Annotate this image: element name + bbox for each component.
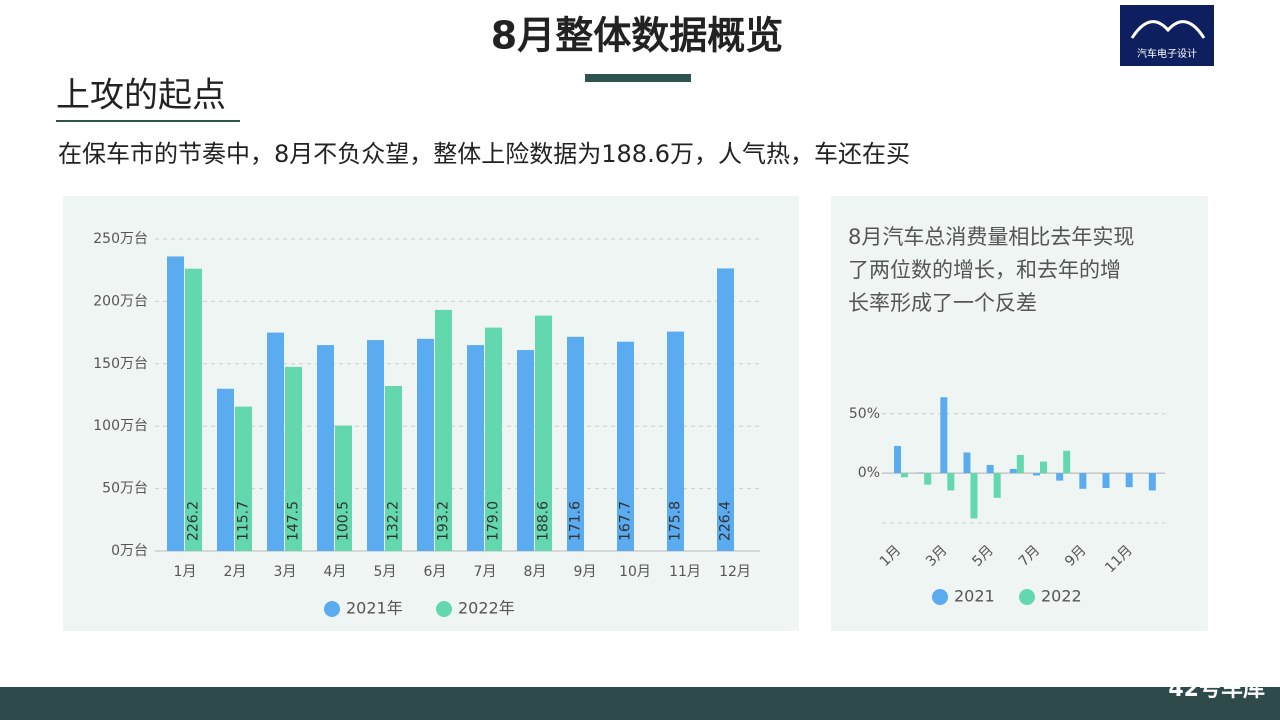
y-tick-label: 200万台 bbox=[93, 293, 148, 309]
y-tick-label: 0万台 bbox=[111, 543, 148, 559]
bar bbox=[435, 309, 452, 551]
bar bbox=[940, 397, 948, 474]
footer-bar bbox=[0, 687, 1280, 720]
bar bbox=[1033, 473, 1040, 476]
bar bbox=[917, 472, 925, 474]
bar bbox=[517, 350, 534, 551]
value-label: 132.2 bbox=[386, 501, 402, 541]
x-tick-label: 12月 bbox=[719, 564, 751, 580]
bar bbox=[1056, 473, 1064, 481]
x-tick-label: 3月 bbox=[274, 564, 297, 580]
bar bbox=[667, 331, 684, 551]
bar bbox=[217, 388, 234, 551]
bar bbox=[1079, 473, 1087, 489]
x-tick-label: 10月 bbox=[619, 564, 651, 580]
bar bbox=[717, 268, 734, 551]
intro-text: 在保车市的节奏中，8月不负众望，整体上险数据为188.6万，人气热，车还在买 bbox=[58, 140, 910, 168]
bar bbox=[317, 345, 334, 551]
slide-title: 8月整体数据概览 bbox=[491, 14, 783, 58]
bar bbox=[535, 315, 552, 551]
bar bbox=[963, 452, 971, 474]
annotation-line: 8月汽车总消费量相比去年实现 bbox=[848, 225, 1134, 249]
bar bbox=[924, 473, 932, 485]
value-label: 193.2 bbox=[436, 501, 452, 541]
legend-label: 2022 bbox=[1041, 587, 1082, 606]
y-tick-label: 150万台 bbox=[93, 356, 148, 372]
x-tick-label: 7月 bbox=[474, 564, 497, 580]
bar bbox=[1016, 454, 1024, 474]
bar bbox=[617, 341, 634, 551]
bar bbox=[970, 473, 978, 519]
bar bbox=[1063, 450, 1071, 474]
annotation-line: 了两位数的增长，和去年的增 bbox=[848, 258, 1121, 282]
value-label: 100.5 bbox=[336, 501, 352, 541]
bar bbox=[986, 464, 994, 474]
bar bbox=[235, 406, 252, 551]
bar bbox=[167, 256, 184, 551]
logo bbox=[1120, 5, 1214, 66]
value-label: 147.5 bbox=[286, 501, 302, 541]
section-title: 上攻的起点 bbox=[56, 76, 226, 116]
bar bbox=[285, 366, 302, 551]
x-tick-label: 6月 bbox=[424, 564, 447, 580]
bar bbox=[467, 345, 484, 551]
y-tick-label: 50万台 bbox=[102, 481, 148, 497]
x-tick-label: 9月 bbox=[574, 564, 597, 580]
logo-text: 汽车电子设计 bbox=[1137, 47, 1197, 60]
bar bbox=[1009, 468, 1017, 474]
legend-label: 2022年 bbox=[458, 599, 515, 618]
x-tick-label: 4月 bbox=[324, 564, 347, 580]
bar bbox=[367, 340, 384, 551]
bar bbox=[1102, 473, 1110, 488]
x-tick-label: 11月 bbox=[669, 564, 701, 580]
bar bbox=[1040, 461, 1047, 474]
y-tick-label: 100万台 bbox=[93, 418, 148, 434]
logo-icon bbox=[1130, 20, 1206, 39]
footer-brand: 42号车库 bbox=[1168, 676, 1265, 702]
bar bbox=[901, 473, 908, 478]
value-label: 175.8 bbox=[668, 501, 684, 541]
legend-swatch bbox=[932, 589, 948, 605]
bar bbox=[185, 268, 202, 551]
value-label: 179.0 bbox=[486, 501, 502, 541]
y-tick-label: 50% bbox=[849, 406, 880, 422]
value-label: 115.7 bbox=[236, 501, 252, 541]
bar bbox=[567, 336, 584, 551]
bar bbox=[947, 473, 955, 491]
bar bbox=[1148, 473, 1156, 491]
bar bbox=[267, 332, 284, 551]
legend-swatch bbox=[324, 601, 340, 617]
annotation-line: 长率形成了一个反差 bbox=[848, 291, 1037, 315]
legend-label: 2021年 bbox=[346, 599, 403, 618]
bar bbox=[335, 425, 352, 551]
value-label: 171.6 bbox=[568, 501, 584, 541]
bar bbox=[894, 445, 901, 474]
bar bbox=[417, 338, 434, 551]
legend-label: 2021 bbox=[954, 587, 995, 606]
bar bbox=[485, 327, 502, 551]
x-tick-label: 5月 bbox=[374, 564, 397, 580]
value-label: 188.6 bbox=[536, 501, 552, 541]
value-label: 167.7 bbox=[618, 501, 634, 541]
title-underline bbox=[585, 74, 691, 82]
value-label: 226.4 bbox=[718, 501, 734, 541]
y-tick-label: 250万台 bbox=[93, 231, 148, 247]
x-tick-label: 8月 bbox=[524, 564, 547, 580]
legend-swatch bbox=[436, 601, 452, 617]
y-tick-label: 0% bbox=[858, 465, 880, 481]
value-label: 226.2 bbox=[186, 501, 202, 541]
bar bbox=[1125, 473, 1133, 488]
bar bbox=[385, 386, 402, 551]
x-tick-label: 2月 bbox=[224, 564, 247, 580]
bar bbox=[993, 473, 1001, 498]
legend-swatch bbox=[1019, 589, 1035, 605]
x-tick-label: 1月 bbox=[174, 564, 197, 580]
